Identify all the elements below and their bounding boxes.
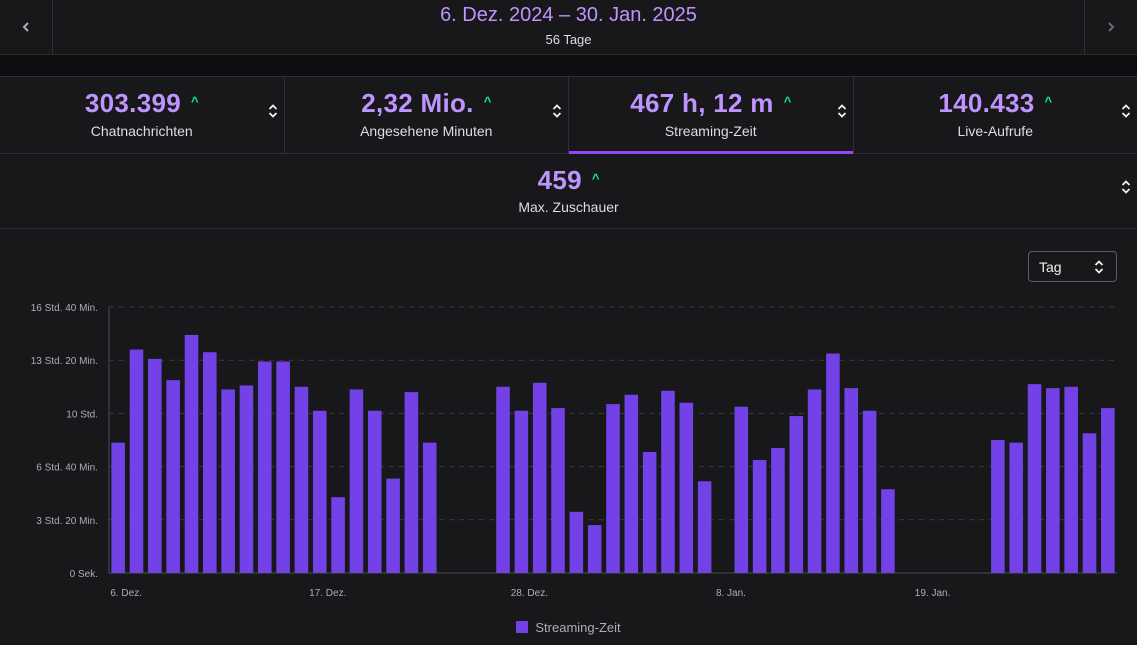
stat-value: 140.433 — [938, 88, 1035, 118]
bar — [331, 497, 345, 573]
bar — [258, 361, 272, 573]
stat-live-views[interactable]: 140.433 ^ Live-Aufrufe — [854, 77, 1137, 153]
bar — [679, 402, 694, 573]
bar — [221, 389, 235, 573]
bar — [349, 389, 364, 573]
bar — [1082, 433, 1097, 573]
stats-tiles: 303.399 ^ Chatnachrichten 2,32 Mio. ^ Ange… — [0, 76, 1137, 154]
bar — [1027, 384, 1042, 573]
x-tick-label: 17. Dez. — [309, 588, 346, 599]
x-tick-label: 19. Jan. — [915, 588, 951, 599]
bar — [606, 404, 620, 573]
stat-value: 467 h, 12 m — [630, 88, 774, 118]
stat-max-viewers[interactable]: 459 ^ Max. Zuschauer — [0, 153, 1137, 229]
legend-label: Streaming-Zeit — [535, 620, 621, 635]
trend-up-icon: ^ — [1044, 94, 1053, 109]
bar — [862, 410, 877, 573]
stat-label: Max. Zuschauer — [518, 199, 619, 215]
y-tick-label: 13 Std. 20 Min. — [31, 356, 98, 367]
stat-minutes-watched[interactable]: 2,32 Mio. ^ Angesehene Minuten — [285, 77, 569, 153]
y-tick-label: 16 Std. 40 Min. — [31, 303, 98, 314]
bar — [569, 511, 584, 573]
bar — [807, 389, 822, 573]
bar — [404, 392, 419, 573]
date-range-title: 6. Dez. 2024 – 30. Jan. 2025 — [440, 4, 697, 26]
trend-up-icon: ^ — [191, 94, 199, 109]
y-tick-label: 0 Sek. — [70, 569, 98, 580]
bar — [239, 385, 254, 573]
stat-streaming-time[interactable]: 467 h, 12 m ^ Streaming-Zeit — [569, 77, 854, 154]
bar — [148, 358, 162, 573]
x-tick-label: 6. Dez. — [110, 588, 142, 599]
y-tick-label: 10 Std. — [66, 409, 98, 420]
date-range-header: 6. Dez. 2024 – 30. Jan. 2025 56 Tage — [0, 0, 1137, 55]
trend-up-icon: ^ — [483, 94, 492, 109]
bar — [532, 382, 547, 573]
stat-label: Chatnachrichten — [90, 123, 193, 139]
sort-icon[interactable] — [268, 103, 278, 119]
next-period-button[interactable] — [1084, 0, 1137, 54]
bar — [514, 410, 529, 573]
stat-value: 2,32 Mio. — [361, 88, 474, 118]
header-separator — [0, 55, 1137, 76]
bar — [294, 386, 309, 573]
sort-icon[interactable] — [1121, 103, 1131, 119]
trend-up-icon: ^ — [783, 94, 792, 109]
period-select-value: Tag — [1039, 259, 1062, 275]
streaming-time-chart: 0 Sek. 3 Std. 20 Min. 6 Std. 40 Min. 10 Std… — [31, 303, 1117, 599]
y-tick-label: 3 Std. 20 Min. — [36, 516, 98, 527]
period-select[interactable]: Tag — [1028, 251, 1117, 282]
bar — [1101, 408, 1115, 573]
stat-value: 459 — [537, 165, 582, 195]
x-tick-label: 28. Dez. — [511, 588, 548, 599]
stat-chat-messages[interactable]: 303.399 ^ Chatnachrichten — [0, 77, 285, 153]
bar — [697, 481, 712, 573]
bar — [367, 410, 382, 573]
chart-legend[interactable]: Streaming-Zeit — [0, 620, 1137, 635]
bar — [203, 352, 217, 573]
legend-swatch — [516, 621, 529, 633]
bar — [111, 442, 125, 573]
bar — [422, 442, 437, 573]
bar — [752, 459, 767, 573]
bar — [166, 380, 180, 573]
stat-label: Angesehene Minuten — [360, 123, 493, 139]
bar — [587, 525, 602, 573]
bar — [881, 489, 895, 573]
bar — [129, 349, 144, 573]
chevron-left-icon — [22, 22, 29, 32]
bar — [1064, 386, 1078, 573]
bar — [642, 451, 657, 573]
bar — [551, 408, 565, 573]
bar — [1009, 442, 1023, 573]
bar — [734, 406, 749, 573]
bar — [844, 388, 859, 573]
bar — [789, 416, 804, 573]
bar — [826, 353, 840, 573]
bar — [771, 447, 785, 573]
bar — [624, 394, 639, 573]
bar — [661, 390, 675, 573]
trend-up-icon: ^ — [591, 171, 600, 186]
stat-label: Live-Aufrufe — [957, 123, 1033, 139]
bar — [991, 440, 1005, 573]
bar — [312, 410, 327, 573]
sort-icon[interactable] — [552, 103, 562, 119]
bar — [184, 334, 199, 573]
chevron-right-icon — [1108, 22, 1115, 32]
previous-period-button[interactable] — [0, 0, 53, 54]
sort-icon[interactable] — [1121, 179, 1131, 195]
bar — [496, 386, 510, 573]
bar — [276, 361, 290, 573]
date-range-days: 56 Tage — [545, 32, 592, 47]
y-tick-label: 6 Std. 40 Min. — [36, 463, 98, 474]
x-tick-label: 8. Jan. — [716, 588, 746, 599]
sort-icon[interactable] — [837, 103, 847, 119]
bar — [386, 478, 400, 573]
bar — [1046, 388, 1060, 573]
stat-label: Streaming-Zeit — [664, 123, 757, 139]
select-arrows-icon — [1094, 259, 1104, 275]
stat-value: 303.399 — [84, 88, 181, 118]
